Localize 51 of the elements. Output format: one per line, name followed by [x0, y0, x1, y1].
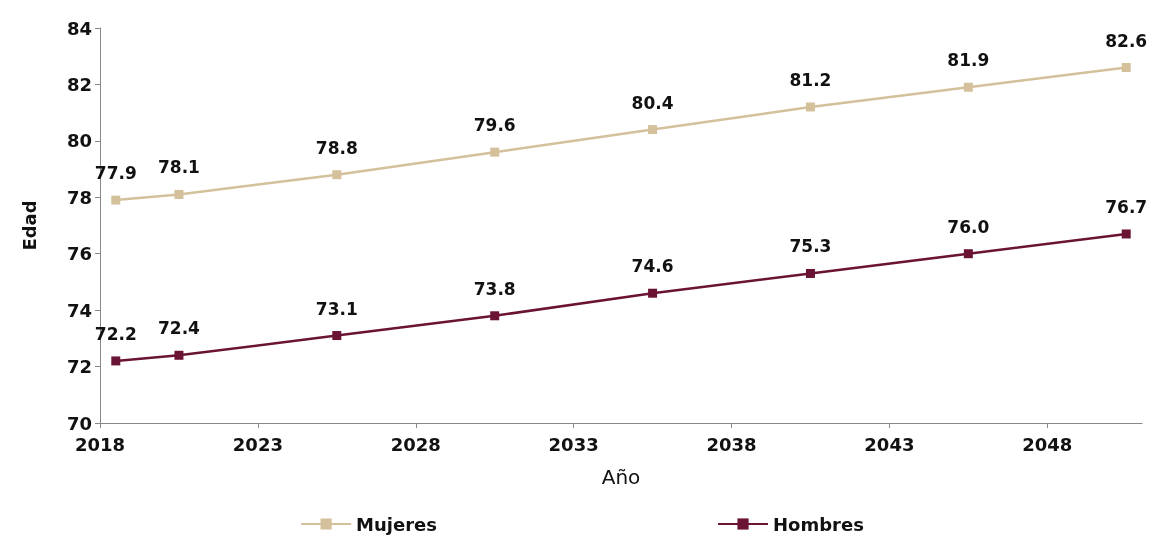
x-tick-label: 2048 — [1022, 433, 1073, 455]
x-tick-label: 2028 — [390, 433, 441, 455]
x-axis-title: Año — [601, 465, 641, 489]
point — [648, 125, 658, 135]
x-tick-label: 2038 — [706, 433, 757, 455]
y-axis-title: Edad — [18, 200, 40, 251]
point — [174, 189, 184, 199]
y-tick-label: 80 — [66, 130, 92, 152]
legend-label: Mujeres — [356, 513, 438, 535]
y-tick-label: 74 — [66, 299, 92, 321]
data-label: 79.6 — [473, 115, 516, 136]
y-tick-label: 82 — [66, 73, 92, 95]
data-label: 82.6 — [1105, 30, 1148, 51]
x-tick-label: 2018 — [74, 433, 126, 455]
data-label: 73.1 — [315, 298, 358, 319]
data-label: 72.4 — [157, 318, 201, 339]
data-label: 81.2 — [789, 70, 832, 90]
point — [111, 195, 121, 205]
data-label: 81.9 — [947, 50, 990, 71]
legend-label: Hombres — [773, 513, 864, 535]
point — [490, 311, 500, 321]
point — [1121, 63, 1131, 72]
point — [805, 102, 815, 112]
data-label: 76.0 — [947, 216, 990, 237]
data-label: 75.3 — [789, 236, 832, 257]
data-label: 74.6 — [631, 256, 674, 277]
point — [1121, 229, 1131, 239]
x-tick-label: 2043 — [864, 433, 915, 455]
point — [174, 350, 184, 360]
y-tick-label: 70 — [66, 412, 92, 434]
data-label: 78.1 — [157, 157, 200, 178]
data-label: 76.7 — [1105, 196, 1148, 217]
point — [332, 170, 342, 180]
data-label: 80.4 — [631, 92, 674, 113]
point — [111, 356, 121, 366]
data-label: 77.9 — [94, 163, 137, 184]
x-tick-label: 2033 — [548, 433, 599, 455]
y-tick-label: 84 — [66, 17, 92, 39]
data-label: 72.2 — [94, 323, 137, 344]
point — [963, 82, 973, 92]
y-tick-label: 78 — [66, 186, 92, 208]
point — [648, 288, 658, 298]
point — [490, 147, 500, 157]
data-label: 73.8 — [473, 278, 516, 299]
point — [332, 331, 342, 341]
data-label: 78.8 — [315, 137, 358, 158]
y-tick-label: 72 — [66, 356, 92, 378]
point — [805, 268, 815, 278]
y-tick-label: 76 — [66, 243, 92, 265]
x-tick-label: 2023 — [232, 433, 283, 455]
point — [963, 249, 973, 259]
